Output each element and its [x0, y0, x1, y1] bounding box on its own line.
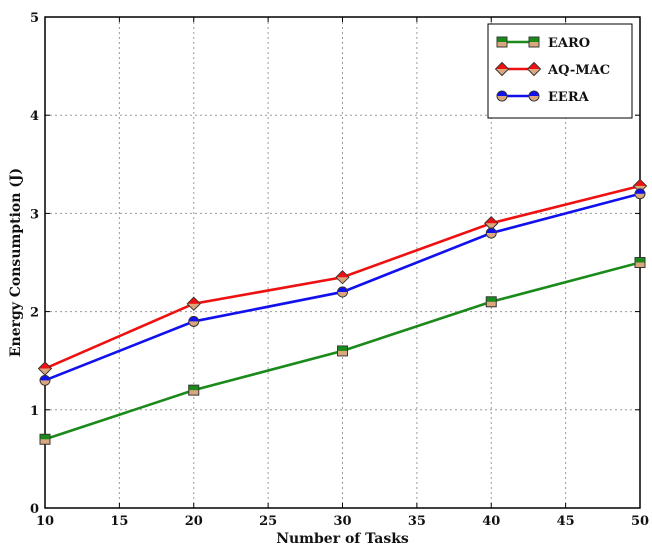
legend-label: EERA [548, 90, 590, 105]
data-point-earo [39, 433, 51, 445]
legend-entry-earo: EARO [496, 36, 590, 51]
data-point-earo [337, 345, 348, 357]
x-tick-label: 20 [185, 514, 203, 529]
series-earo [39, 257, 646, 445]
legend-entry-aq-mac: AQ-MAC [494, 61, 610, 78]
series-eera [39, 188, 646, 386]
x-tick-label: 15 [110, 514, 128, 529]
y-tick-label: 0 [30, 502, 39, 517]
data-point-earo [634, 257, 646, 268]
legend-entry-eera: EERA [496, 90, 590, 105]
legend-marker [528, 90, 540, 102]
data-point-eera [39, 374, 51, 386]
x-tick-label: 40 [482, 514, 500, 529]
legend-label: EARO [548, 36, 590, 51]
legend-marker [496, 36, 508, 48]
data-point-aq-mac [484, 216, 499, 231]
series-layer [37, 178, 648, 445]
legend-marker [494, 61, 510, 77]
y-tick-label: 5 [30, 11, 39, 26]
y-tick-label: 1 [30, 404, 39, 419]
data-point-eera [337, 286, 348, 298]
legend-label: AQ-MAC [547, 63, 610, 78]
y-tick-label: 4 [30, 109, 39, 124]
y-axis-label: Energy Consumption (J) [8, 168, 24, 357]
x-tick-label: 35 [408, 514, 426, 529]
legend-marker [526, 61, 542, 77]
data-point-earo [485, 296, 497, 308]
legend-marker [496, 90, 508, 102]
data-point-aq-mac [186, 296, 201, 311]
data-point-eera [485, 227, 497, 239]
x-tick-label: 30 [333, 514, 351, 529]
y-tick-label: 3 [30, 207, 39, 222]
x-tick-label: 50 [631, 514, 649, 529]
x-tick-label: 45 [557, 514, 575, 529]
legend-box [487, 23, 633, 119]
legend: EARO AQ-MAC EERA [487, 23, 633, 119]
x-tick-label: 10 [36, 514, 54, 529]
y-tick-label: 2 [30, 306, 39, 321]
legend-marker [528, 36, 540, 48]
data-point-eera [634, 188, 646, 200]
data-point-earo [188, 384, 200, 396]
x-axis-label: Number of Tasks [276, 531, 409, 547]
data-point-eera [188, 316, 200, 327]
data-point-aq-mac [37, 361, 53, 376]
x-tick-label: 25 [259, 514, 277, 529]
data-point-aq-mac [335, 270, 350, 285]
series-aq-mac [37, 178, 648, 376]
